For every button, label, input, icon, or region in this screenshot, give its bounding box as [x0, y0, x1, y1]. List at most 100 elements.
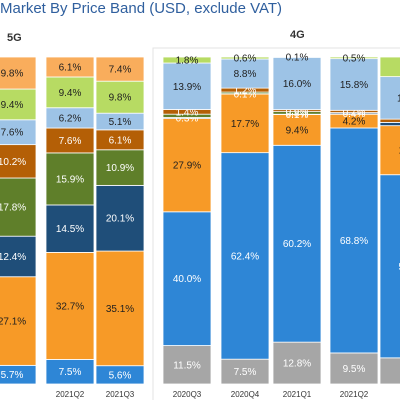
- bar-segment-band-peach: [0, 56, 37, 90]
- bar-segment-band-gray: [272, 341, 322, 385]
- bar-segment-band-lightgreen: [162, 56, 212, 64]
- data-label: 7.4%: [109, 65, 132, 76]
- bar-segment-band-gray: [379, 357, 400, 385]
- data-label: 17.7%: [231, 119, 259, 130]
- data-label: 9.4%: [1, 100, 24, 111]
- bar-segment-band-peach: [45, 56, 95, 78]
- group-label-4g: 4G: [290, 29, 305, 41]
- data-label: 20.1%: [106, 214, 134, 225]
- data-label: 5.6%: [109, 370, 132, 381]
- data-label: 7.5%: [59, 367, 82, 378]
- bar-segment-band-lightblue: [162, 62, 212, 110]
- data-label: 7.5%: [234, 367, 257, 378]
- data-label: 60.2%: [283, 239, 311, 250]
- data-label: 0.1%: [234, 89, 257, 100]
- data-label: 12.8%: [283, 359, 311, 370]
- data-label: 68.8%: [340, 236, 368, 247]
- data-label: 5.7%: [1, 370, 24, 381]
- data-label: 9.4%: [286, 125, 309, 136]
- data-label: 0.3%: [176, 114, 199, 125]
- data-label: 5.1%: [109, 117, 132, 128]
- bar-segment-band-brown: [379, 118, 400, 123]
- bar-segment-band-navy: [379, 122, 400, 127]
- bar-segment-band-blue: [329, 127, 379, 354]
- data-label: 15.9%: [56, 174, 84, 185]
- bar-segment-band-orange: [0, 276, 37, 366]
- x-tick-label: 2020Q3: [173, 390, 202, 399]
- data-label: 6.1%: [59, 62, 82, 73]
- x-tick-label: 2021Q3: [106, 390, 135, 399]
- bar-segment-band-lightblue: [379, 76, 400, 120]
- data-label: 17.8%: [0, 203, 26, 214]
- group-label-5g: 5G: [7, 32, 22, 44]
- data-label: 0.1%: [286, 110, 309, 121]
- bar-segment-band-lightblue: [329, 58, 379, 111]
- bar-segment-band-olive: [95, 149, 145, 186]
- bar-segment-band-lightgreen: [329, 56, 379, 60]
- x-tick-label: 2020Q4: [231, 390, 260, 399]
- bar-segment-band-blue: [162, 211, 212, 346]
- data-label: 9.8%: [109, 93, 132, 104]
- bar-segment-band-orange: [162, 118, 212, 213]
- bar-segment-band-blue: [220, 152, 270, 360]
- bar-segment-band-navy: [0, 235, 37, 278]
- data-label: 32.7%: [56, 301, 84, 312]
- bar-segment-band-blue: [45, 359, 95, 385]
- x-tick-label: 2021Q2: [340, 390, 369, 399]
- data-label: 11.5%: [173, 360, 201, 371]
- data-label: 9.4%: [59, 88, 82, 99]
- data-label: 6.1%: [109, 135, 132, 146]
- data-label: 0.6%: [234, 53, 257, 64]
- bar-segment-band-lightgreen: [95, 80, 145, 114]
- data-label: 27.1%: [0, 317, 26, 328]
- bar-segment-band-orange: [379, 125, 400, 176]
- data-label: 12.4%: [0, 252, 26, 263]
- bar-segment-band-orange: [45, 252, 95, 360]
- data-label: 56: [398, 262, 400, 273]
- group-frame-4g: [152, 47, 400, 400]
- data-label: 0.8%: [286, 108, 309, 119]
- bar-segment-band-orange: [220, 93, 270, 154]
- data-label: 40.0%: [173, 274, 201, 285]
- bar-segment-band-lightgreen: [379, 56, 400, 78]
- data-label: 1.4%: [176, 107, 199, 118]
- bar-segment-band-blue: [379, 174, 400, 359]
- x-tick-label: 2021Q1: [283, 390, 312, 399]
- data-label: 9.8%: [1, 69, 24, 80]
- bar-segment-band-olive: [45, 152, 95, 206]
- data-label: 27.9%: [173, 161, 201, 172]
- bar-segment-band-navy: [45, 204, 95, 253]
- data-label: 7.6%: [1, 128, 24, 139]
- bar-segment-band-lightblue: [0, 119, 37, 146]
- bar-segment-band-gray: [329, 352, 379, 385]
- data-label: 1.8%: [176, 56, 199, 67]
- data-label: 10.9%: [106, 163, 134, 174]
- bar-segment-band-brown: [0, 144, 37, 179]
- data-label: 7.6%: [59, 136, 82, 147]
- data-label: 0.7%: [343, 107, 366, 118]
- bar-segment-band-lightgreen: [0, 88, 37, 121]
- data-label: 15.: [397, 93, 400, 104]
- data-label: 10.2%: [0, 157, 26, 168]
- bar-segment-band-peach: [95, 56, 145, 82]
- data-label: 13.9%: [173, 82, 201, 93]
- data-label: 0.1%: [286, 53, 309, 64]
- data-label: 16.0%: [283, 79, 311, 90]
- data-label: 9.5%: [343, 364, 366, 375]
- bar-segment-band-navy: [95, 184, 145, 252]
- bar-segment-band-lightblue: [272, 56, 322, 111]
- data-label: 62.4%: [231, 251, 259, 262]
- bar-segment-band-olive: [0, 177, 37, 237]
- x-tick-label: 2021Q2: [56, 390, 85, 399]
- data-label: 0.6%: [286, 106, 309, 117]
- bar-segment-band-gray: [220, 358, 270, 385]
- data-label: 4.2%: [343, 117, 366, 128]
- data-label: 6.2%: [59, 113, 82, 124]
- data-label: 15.8%: [340, 80, 368, 91]
- data-label: 8.8%: [234, 69, 257, 80]
- data-label: 0.4%: [343, 109, 366, 120]
- data-label: 15: [398, 146, 400, 157]
- bar-segment-band-lightgreen: [220, 56, 270, 60]
- chart-title: Market By Price Band (USD, exclude VAT): [0, 0, 283, 17]
